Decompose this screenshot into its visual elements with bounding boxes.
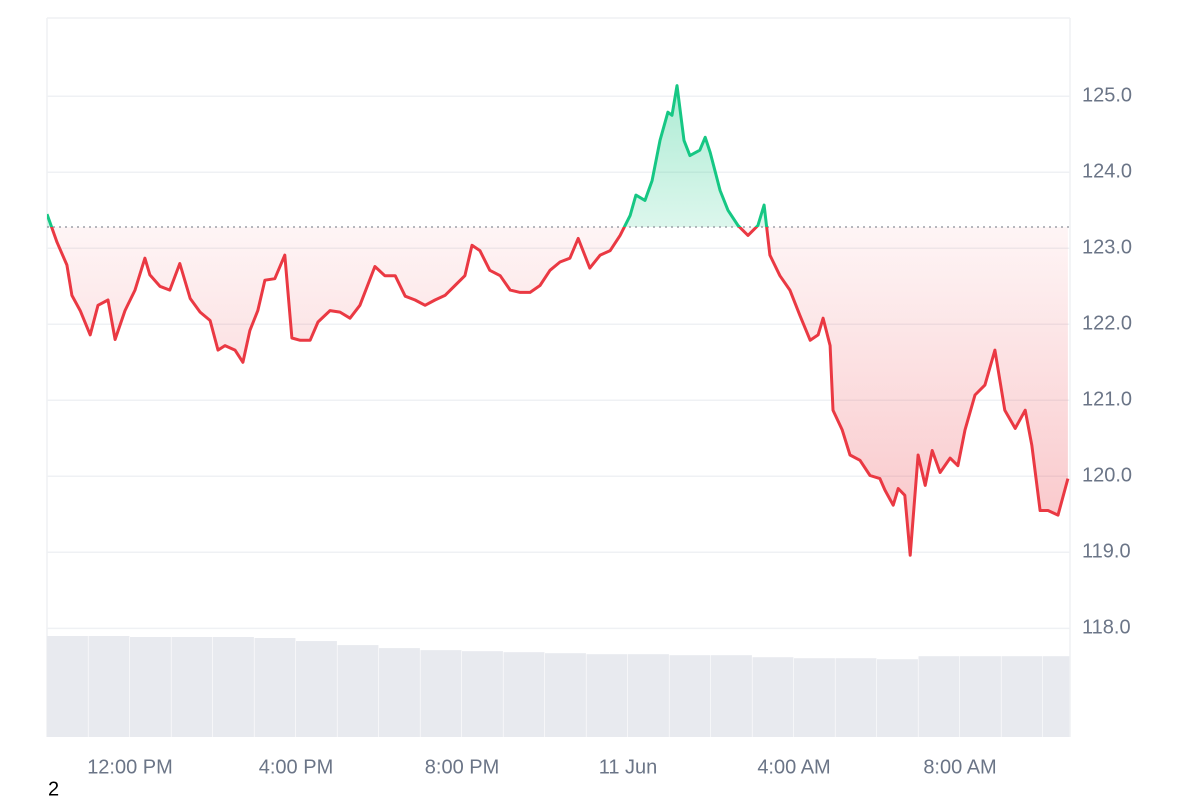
footer-text: 2 — [48, 778, 59, 800]
y-tick-label: 118.0 — [1082, 617, 1131, 639]
volume-bar — [88, 636, 130, 737]
volume-bar — [669, 655, 711, 737]
volume-bar — [379, 648, 420, 737]
volume-bar — [711, 655, 752, 737]
volume-bar — [47, 636, 88, 737]
volume-bar — [171, 637, 213, 737]
x-tick-label: 8:00 AM — [923, 756, 996, 778]
volume-bar — [130, 637, 171, 737]
volume-bar — [213, 637, 254, 737]
volume-bar — [462, 651, 503, 737]
volume-bar — [545, 653, 586, 737]
volume-bar — [1001, 656, 1043, 737]
x-tick-label: 4:00 AM — [757, 756, 830, 778]
volume-bar — [420, 650, 462, 737]
volume-bar — [503, 652, 545, 737]
volume-bar — [794, 658, 835, 737]
volume-bar — [752, 657, 794, 737]
y-tick-label: 121.0 — [1082, 389, 1132, 411]
line-down — [50, 227, 1070, 557]
volume-bar — [586, 654, 628, 737]
y-tick-label: 119.0 — [1082, 541, 1131, 563]
y-tick-label: 124.0 — [1082, 161, 1132, 183]
x-tick-label: 4:00 PM — [259, 756, 333, 778]
volume-bar — [918, 656, 960, 737]
volume-bar — [628, 654, 669, 737]
x-tick-label: 8:00 PM — [425, 756, 499, 778]
y-tick-label: 122.0 — [1082, 313, 1132, 335]
volume-bar — [960, 656, 1001, 737]
y-tick-label: 120.0 — [1082, 465, 1132, 487]
volume-bar — [296, 641, 337, 737]
volume-bar — [1043, 656, 1070, 737]
x-tick-label: 11 Jun — [599, 756, 658, 778]
volume-bar — [877, 659, 918, 737]
x-tick-label: 12:00 PM — [87, 756, 173, 778]
volume-bar — [835, 658, 877, 737]
y-tick-label: 123.0 — [1082, 237, 1132, 259]
y-tick-label: 125.0 — [1082, 85, 1132, 107]
volume-bar — [254, 638, 296, 737]
volume-bar — [337, 645, 379, 737]
area-down — [51, 227, 1068, 556]
